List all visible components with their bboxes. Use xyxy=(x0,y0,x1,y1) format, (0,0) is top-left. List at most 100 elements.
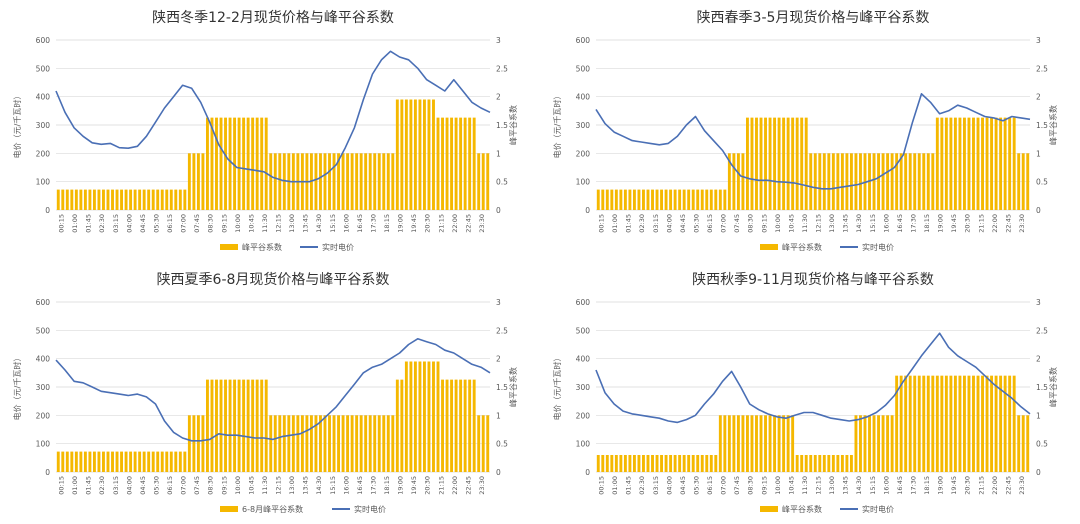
coef-bar xyxy=(813,153,817,210)
coef-bar xyxy=(79,451,83,472)
x-tick-label: 17:30 xyxy=(369,214,377,233)
coef-bar xyxy=(445,379,449,472)
coef-bar xyxy=(931,375,935,472)
coef-bars xyxy=(56,99,490,210)
legend-bar-swatch xyxy=(760,506,778,512)
coef-bar xyxy=(228,379,232,472)
coef-bar xyxy=(106,451,110,472)
coef-bar xyxy=(187,153,191,210)
x-tick-label: 12:15 xyxy=(815,476,823,495)
coef-bar xyxy=(972,117,975,210)
coef-bar xyxy=(413,361,417,472)
coef-bar xyxy=(691,455,695,472)
x-tick-label: 22:45 xyxy=(1004,214,1012,233)
coef-bar xyxy=(328,153,331,210)
coef-bar xyxy=(215,117,218,210)
coef-bar xyxy=(273,153,277,210)
y-axis-label: 电价（元/千瓦时） xyxy=(552,354,562,421)
coef-bar xyxy=(664,189,668,210)
coef-bar xyxy=(605,455,609,472)
coef-bar xyxy=(237,117,241,210)
coef-bar xyxy=(418,361,422,472)
y-tick-label: 200 xyxy=(36,149,51,158)
coef-bar xyxy=(642,189,645,210)
coef-bar xyxy=(660,189,663,210)
coef-bar xyxy=(355,415,359,472)
coef-bar xyxy=(953,375,957,472)
x-tick-label: 10:00 xyxy=(774,476,782,495)
coef-bar xyxy=(773,415,777,472)
y-tick-label: 200 xyxy=(36,411,51,420)
coef-bar xyxy=(859,415,862,472)
coef-bar xyxy=(355,153,359,210)
x-tick-label: 05:30 xyxy=(152,476,160,495)
price-line xyxy=(595,332,1031,424)
x-tick-label: 18:15 xyxy=(923,476,931,495)
coef-bar xyxy=(759,415,763,472)
coef-bar xyxy=(386,153,390,210)
coef-bar xyxy=(183,189,187,210)
coef-bar xyxy=(786,117,790,210)
coef-bar xyxy=(736,153,740,210)
coef-bar xyxy=(940,375,944,472)
coef-bar xyxy=(1012,375,1016,472)
x-tick-label: 10:00 xyxy=(234,214,242,233)
coef-bar xyxy=(773,117,777,210)
coef-bar xyxy=(287,415,291,472)
x-tick-label: 11:30 xyxy=(801,476,809,495)
coef-bar xyxy=(967,117,971,210)
coef-bar xyxy=(88,189,92,210)
coef-bar xyxy=(922,375,926,472)
x-tick-label: 07:45 xyxy=(193,476,201,495)
legend-label: 峰平谷系数 xyxy=(782,504,822,514)
x-tick-label: 13:00 xyxy=(828,476,836,495)
y2-tick-label: 2 xyxy=(1036,355,1041,364)
coef-bar xyxy=(831,455,835,472)
coef-bar xyxy=(877,153,880,210)
coef-bar xyxy=(196,415,200,472)
coef-bar xyxy=(854,153,858,210)
coef-bar xyxy=(165,451,169,472)
x-tick-label: 14:30 xyxy=(855,476,863,495)
coef-bar xyxy=(999,375,1003,472)
coef-bar xyxy=(940,117,944,210)
legend-label: 峰平谷系数 xyxy=(242,242,282,252)
coef-bar xyxy=(111,451,114,472)
coef-bar xyxy=(886,153,890,210)
coef-bar xyxy=(368,415,372,472)
y-tick-label: 0 xyxy=(45,206,50,215)
coef-bar xyxy=(696,189,700,210)
coef-bar xyxy=(696,455,700,472)
coef-bar xyxy=(917,153,921,210)
coef-bar xyxy=(890,415,894,472)
coef-bar xyxy=(210,379,214,472)
coef-bar xyxy=(944,117,948,210)
coef-bar xyxy=(632,455,636,472)
coef-bar xyxy=(246,379,250,472)
y2-tick-label: 0.5 xyxy=(1036,440,1048,449)
y2-tick-label: 1.5 xyxy=(1036,383,1048,392)
x-tick-label: 02:30 xyxy=(638,214,646,233)
summer-chart: 陕西夏季6-8月现货价格与峰平谷系数 0 100 200 300 400 500 600 0 0.… xyxy=(12,271,518,514)
legend-label: 实时电价 xyxy=(322,242,354,252)
coef-bar xyxy=(981,117,984,210)
y2-tick-label: 2.5 xyxy=(496,64,508,73)
coef-bar xyxy=(332,153,336,210)
x-tick-label: 09:15 xyxy=(220,214,228,233)
coef-bar xyxy=(619,455,623,472)
coef-bar xyxy=(174,451,178,472)
x-tick-label: 21:15 xyxy=(977,476,985,495)
y-tick-label: 500 xyxy=(576,64,591,73)
coef-bar xyxy=(309,415,313,472)
price-line xyxy=(55,50,491,183)
coef-bar xyxy=(664,455,668,472)
x-tick-label: 10:45 xyxy=(787,476,795,495)
y-tick-label: 300 xyxy=(36,383,51,392)
coef-bar xyxy=(142,451,146,472)
legend-bar-swatch xyxy=(220,506,238,512)
coef-bar xyxy=(61,451,65,472)
coef-bar xyxy=(972,375,975,472)
coef-bar xyxy=(368,153,372,210)
coef-bar xyxy=(881,153,885,210)
coef-bar xyxy=(454,117,458,210)
